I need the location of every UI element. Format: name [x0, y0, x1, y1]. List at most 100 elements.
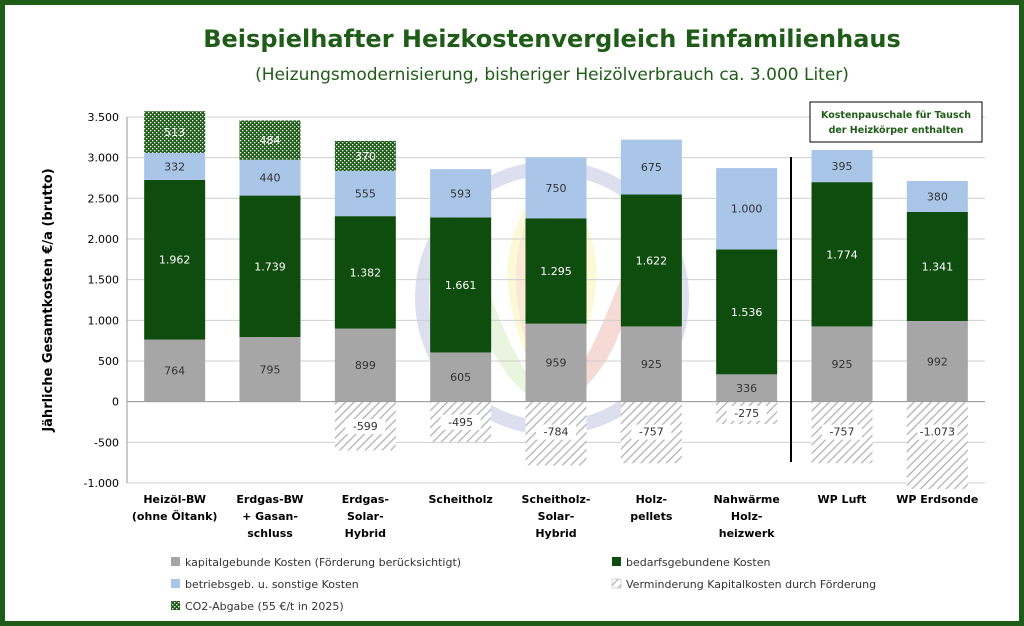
data-label-betrieb: 675: [641, 161, 662, 174]
y-tick-label: 1.000: [88, 314, 120, 327]
bar-segment-betrieb: [906, 181, 968, 212]
data-label-foerderung: -275: [734, 407, 759, 420]
x-tick-label: pellets: [630, 510, 673, 523]
bar-segment-betrieb: [430, 169, 492, 218]
data-label-co2: 484: [260, 134, 281, 147]
bar-segment-bedarf: [906, 211, 968, 321]
data-label-foerderung: -757: [639, 426, 664, 439]
bar-segment-kapital: [906, 320, 968, 402]
data-label-kapital: 764: [164, 365, 185, 378]
y-tick-label: 1.500: [88, 274, 120, 287]
chart-subtitle: (Heizungsmodernisierung, bisheriger Heiz…: [255, 65, 849, 85]
bar-segment-kapital: [716, 374, 778, 402]
x-tick-label: heizwerk: [719, 527, 776, 540]
bar-segment-bedarf: [239, 195, 301, 338]
data-label-bedarf: 1.536: [731, 306, 763, 319]
x-tick-label: WP Luft: [818, 493, 867, 506]
bar-segment-betrieb: [716, 168, 778, 250]
annotation-box: Kostenpauschale für Tausch der Heizkörpe…: [809, 101, 983, 143]
annotation-line-1: Kostenpauschale für Tausch: [821, 110, 971, 121]
bar-segment-bedarf: [620, 194, 682, 327]
bar-segment-bedarf: [811, 182, 873, 327]
legend-label-betrieb: betriebsgeb. u. sonstige Kosten: [185, 578, 359, 591]
y-axis: 3.500 3.000 2.500 2.000 1.500 1.000 500 0 -500 -1…: [84, 111, 128, 490]
data-label-bg: [345, 419, 386, 435]
data-label-bedarf: 1.622: [636, 254, 668, 267]
bar-segment-kapital: [334, 328, 396, 402]
bar-segment-foerderung: [906, 401, 968, 489]
bar-segment-betrieb: [239, 159, 301, 196]
legend-label-kapital: kapitalgebunde Kosten (Förderung berücks…: [185, 556, 461, 569]
bar-segment-kapital: [430, 352, 492, 402]
annotation-line-2: der Heizkörper enthalten: [829, 125, 964, 136]
bar-segment-kapital: [144, 339, 206, 402]
x-tick-label: Erdgas-BW: [236, 493, 303, 506]
bar-segment-betrieb: [334, 171, 396, 217]
data-label-bedarf: 1.382: [350, 266, 382, 279]
legend-swatch-co2: [171, 601, 180, 610]
data-label-kapital: 899: [355, 359, 376, 372]
bar-segment-co2: [239, 120, 301, 160]
data-label-betrieb: 395: [832, 160, 853, 173]
data-label-bg: [726, 405, 767, 421]
y-tick-label: -500: [94, 436, 119, 449]
chart-title: Beispielhafter Heizkostenvergleich Einfa…: [203, 25, 901, 53]
bars: 764 1.962 332 513 795 1.739 440 484 899 1.382 555 3…: [144, 111, 968, 489]
legend-label-bedarf: bedarfsgebundene Kosten: [626, 556, 770, 569]
data-label-bedarf: 1.661: [445, 279, 477, 292]
data-label-foerderung: -784: [544, 426, 569, 439]
y-tick-label: 2.500: [88, 192, 120, 205]
data-label-foerderung: -495: [448, 416, 473, 429]
data-label-betrieb: 750: [546, 182, 567, 195]
legend: kapitalgebunde Kosten (Förderung berücks…: [171, 556, 876, 613]
data-label-kapital: 925: [641, 358, 662, 371]
bar-segment-co2: [334, 140, 396, 172]
data-label-betrieb: 1.000: [731, 203, 763, 216]
y-tick-label: 500: [98, 355, 119, 368]
x-tick-label: Solar-: [538, 510, 575, 523]
bar-segment-kapital: [239, 337, 301, 402]
data-label-foerderung: -757: [830, 426, 855, 439]
data-label-bg: [536, 424, 576, 440]
y-tick-label: -1.000: [84, 477, 119, 490]
bar-segment-betrieb: [144, 152, 206, 180]
data-label-bedarf: 1.774: [826, 248, 858, 261]
bar-segment-bedarf: [525, 218, 587, 324]
data-label-bedarf: 1.341: [922, 260, 954, 273]
legend-swatch-betrieb: [171, 579, 180, 588]
bar-segment-bedarf: [334, 216, 396, 329]
data-label-kapital: 925: [832, 358, 853, 371]
x-tick-label: WP Erdsonde: [896, 493, 978, 506]
data-label-kapital: 959: [546, 357, 567, 370]
bar-segment-kapital: [811, 326, 873, 402]
y-tick-label: 0: [112, 396, 119, 409]
data-label-bg: [917, 424, 958, 440]
data-label-kapital: 992: [927, 355, 948, 368]
data-label-bedarf: 1.295: [540, 265, 572, 278]
data-label-betrieb: 440: [260, 172, 281, 185]
x-tick-label: (ohne Öltank): [132, 509, 218, 523]
legend-swatch-bedarf: [612, 557, 621, 566]
bar-segment-bedarf: [430, 217, 492, 353]
data-label-kapital: 605: [450, 371, 471, 384]
x-tick-label: Heizöl-BW: [143, 493, 206, 506]
data-label-bg: [440, 414, 481, 430]
bar-segment-co2: [144, 111, 206, 153]
data-label-kapital: 795: [260, 363, 281, 376]
x-tick-label: Holz-: [636, 493, 668, 506]
x-tick-label: Holz-: [731, 510, 763, 523]
data-label-betrieb: 332: [164, 160, 185, 173]
y-axis-label: Jährliche Gesamtkosten €/a (brutto): [41, 168, 56, 432]
x-tick-label: Solar-: [347, 510, 384, 523]
x-tick-label: Hybrid: [535, 527, 576, 540]
data-label-betrieb: 593: [450, 187, 471, 200]
x-tick-label: + Gasan-: [242, 510, 298, 523]
data-label-bedarf: 1.962: [159, 254, 191, 267]
data-label-kapital: 336: [736, 382, 757, 395]
x-tick-label: Hybrid: [345, 527, 386, 540]
plot-area: 764 1.962 332 513 795 1.739 440 484 899 1.382 555 3…: [84, 111, 985, 540]
data-label-co2: 513: [164, 126, 185, 139]
legend-label-foerderung: Verminderung Kapitalkosten durch Förderu…: [626, 578, 876, 591]
bar-segment-betrieb: [811, 150, 873, 183]
